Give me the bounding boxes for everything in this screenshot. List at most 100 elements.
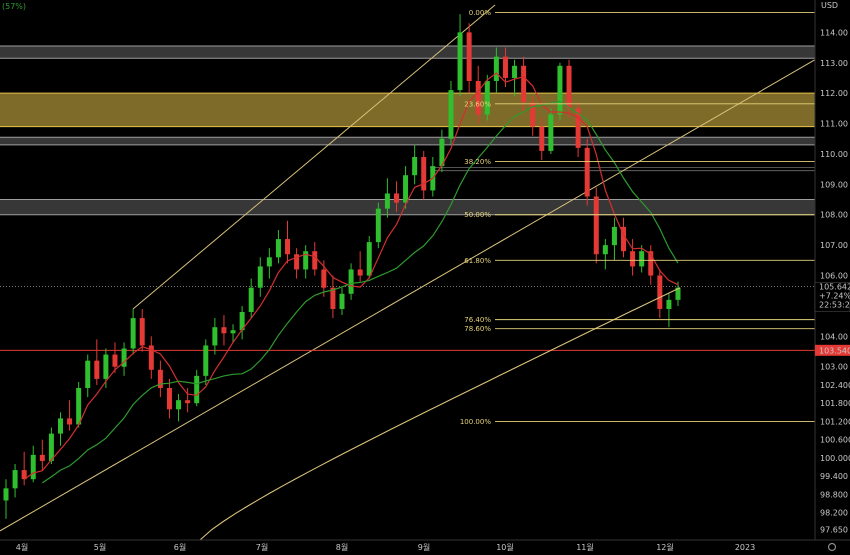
channel-upper-line <box>132 4 496 310</box>
fib-level-label: 100.00% <box>460 418 491 426</box>
fib-level-label: 50.00% <box>464 211 491 219</box>
price-tick-label: 103.00 <box>820 363 848 372</box>
candle-body <box>657 275 663 309</box>
candle-body <box>76 388 82 425</box>
corner-indicator-text: (57%) <box>2 2 27 11</box>
time-tick-label: 5월 <box>94 542 106 552</box>
time-tick-label: 11월 <box>576 542 594 552</box>
candle-body <box>375 208 381 243</box>
time-tick-label: 4월 <box>16 542 28 552</box>
candle-body <box>584 147 590 197</box>
fib-level-label: 0.00% <box>469 9 492 17</box>
candle-body <box>30 454 36 480</box>
price-tick-label: 102.400 <box>820 381 850 390</box>
price-zone <box>0 137 815 145</box>
candle-body <box>130 318 136 349</box>
candle-body <box>557 65 563 115</box>
time-tick-label: 7월 <box>256 542 268 552</box>
price-zone <box>0 46 815 59</box>
candle-body <box>530 102 536 127</box>
candle-body <box>85 360 91 389</box>
candle-body <box>675 287 681 300</box>
candle-body <box>403 175 409 203</box>
candle-body <box>39 454 45 461</box>
candle-body <box>121 348 127 367</box>
ma-medium-line <box>41 100 679 484</box>
candle-body <box>566 65 572 109</box>
current-price-value: 105.642 <box>819 282 850 291</box>
candle-body <box>384 193 390 209</box>
candle-body <box>275 239 281 258</box>
price-tick-label: 98.200 <box>820 509 848 518</box>
candle-body <box>12 470 18 489</box>
candle-body <box>539 126 545 151</box>
time-tick-label: 12월 <box>656 542 674 552</box>
candle-body <box>421 156 427 191</box>
time-tick-label: 9월 <box>418 542 430 552</box>
fib-level-label: 23.60% <box>464 100 491 108</box>
price-tick-label: 100.000 <box>820 454 850 463</box>
candle-body <box>48 433 54 461</box>
candle-body <box>212 327 218 346</box>
price-axis-bg <box>815 0 850 555</box>
candle-body <box>21 470 27 480</box>
price-tick-label: 109.00 <box>820 180 848 189</box>
candle-body <box>139 318 145 346</box>
candle-body <box>103 354 109 379</box>
candle-body <box>157 369 163 389</box>
price-zone <box>0 93 815 127</box>
candle-body <box>257 266 263 288</box>
candle-body <box>348 269 354 294</box>
candle-body <box>330 287 336 309</box>
price-tick-label: 108.00 <box>820 211 848 220</box>
candle-body <box>512 65 518 78</box>
candle-body <box>602 245 608 255</box>
candle-body <box>266 257 272 267</box>
candle-body <box>339 293 345 309</box>
price-tick-label: 111.00 <box>820 120 848 129</box>
candle-body <box>57 418 63 434</box>
candle-body <box>285 239 291 255</box>
candle-body <box>148 345 154 370</box>
channel-lower-line <box>0 59 816 532</box>
candle-body <box>166 388 172 410</box>
candle-body <box>230 330 236 334</box>
candle-body <box>3 488 9 501</box>
price-tick-label: 107.00 <box>820 241 848 250</box>
fib-level-label: 38.20% <box>464 158 491 166</box>
currency-label: USD <box>821 1 838 10</box>
candle-body <box>239 312 245 331</box>
price-tick-label: 114.00 <box>820 28 848 37</box>
candle-body <box>303 251 309 270</box>
candle-body <box>475 80 481 115</box>
price-tick-label: 97.650 <box>820 525 848 534</box>
candle-body <box>248 287 254 313</box>
price-tick-label: 106.00 <box>820 272 848 281</box>
candle-body <box>666 299 672 309</box>
time-tick-label: 6월 <box>174 542 186 552</box>
candle-body <box>294 254 300 270</box>
time-tick-label: 8월 <box>336 542 348 552</box>
ma-short-line <box>23 72 679 480</box>
candle-body <box>67 418 73 425</box>
current-price-timer: 22:53:29 <box>819 300 850 309</box>
candle-body <box>457 32 463 91</box>
candle-body <box>393 193 399 203</box>
candle-body <box>521 65 527 103</box>
price-zone <box>0 199 815 215</box>
fib-level-label: 76.40% <box>464 316 491 324</box>
candle-body <box>221 327 227 334</box>
candle-body <box>611 226 617 246</box>
candle-body <box>194 375 200 404</box>
candle-body <box>94 360 100 379</box>
gear-icon[interactable] <box>827 542 837 552</box>
price-tick-label: 104.00 <box>820 332 848 341</box>
candle-body <box>412 156 418 176</box>
candle-body <box>366 242 372 276</box>
time-tick-label: 2023 <box>735 543 755 552</box>
horizontal-level-value: 103.540 <box>819 346 850 355</box>
candle-body <box>593 196 599 255</box>
candle-body <box>357 269 363 276</box>
current-price-badge <box>814 282 850 312</box>
